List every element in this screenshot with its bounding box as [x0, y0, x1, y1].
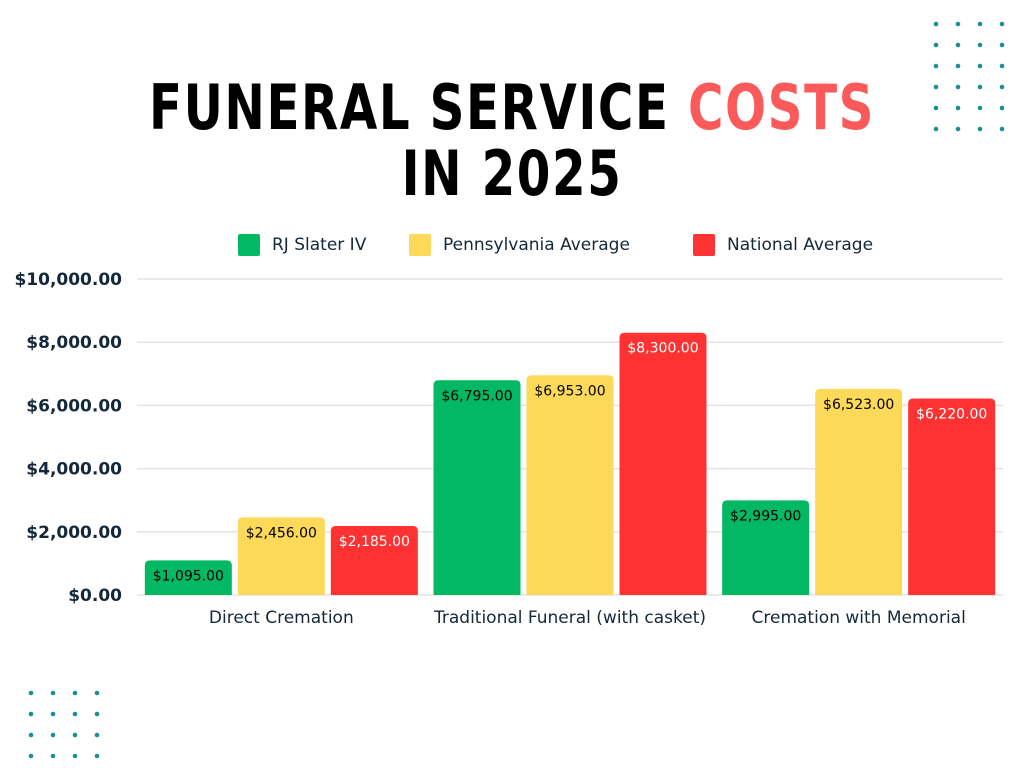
data-label: $1,095.00	[153, 568, 224, 584]
data-label: $2,456.00	[246, 525, 317, 541]
bar	[144, 560, 232, 595]
chart-title-line-1: FUNERAL SERVICE COSTS	[113, 74, 912, 142]
y-tick-label: $10,000.00	[14, 270, 122, 290]
data-label: $2,185.00	[339, 534, 410, 550]
legend-item-rj-slater: RJ Slater IV	[238, 234, 366, 256]
data-label: $6,953.00	[534, 383, 605, 399]
decorative-dot	[50, 753, 56, 759]
decorative-dot	[955, 42, 961, 48]
data-label: $6,795.00	[441, 388, 512, 404]
data-label: $2,995.00	[730, 508, 801, 524]
legend-swatch-pennsylvania-average	[409, 234, 431, 256]
decorative-dot	[94, 690, 100, 696]
decorative-dot	[933, 21, 939, 27]
bar	[237, 517, 325, 595]
y-tick-label: $8,000.00	[26, 333, 122, 353]
decorative-dot	[94, 753, 100, 759]
decorative-dot	[28, 711, 34, 717]
decorative-dot	[999, 21, 1005, 27]
decorative-dot	[977, 105, 983, 111]
decorative-dot	[977, 42, 983, 48]
decorative-dot	[977, 84, 983, 90]
decorative-dot	[72, 753, 78, 759]
x-tick-label: Direct Cremation	[209, 608, 354, 628]
decorative-dot	[72, 732, 78, 738]
decorative-dot	[999, 42, 1005, 48]
x-tick-label: Traditional Funeral (with casket)	[433, 608, 706, 628]
decorative-dot	[28, 690, 34, 696]
decorative-dot	[955, 21, 961, 27]
legend-label-national-average: National Average	[727, 235, 874, 255]
bar	[619, 332, 707, 595]
bar	[722, 500, 810, 595]
decorative-dot	[933, 105, 939, 111]
legend-label-rj-slater: RJ Slater IV	[272, 235, 367, 255]
decorative-dot	[955, 63, 961, 69]
legend-item-pennsylvania-average: Pennsylvania Average	[409, 234, 630, 256]
bar	[908, 398, 996, 595]
data-label: $6,220.00	[916, 406, 987, 422]
decorative-dot	[50, 711, 56, 717]
decorative-dot	[50, 732, 56, 738]
legend-item-national-average: National Average	[693, 234, 873, 256]
bar	[330, 525, 418, 595]
decorative-dot	[933, 126, 939, 132]
bar	[526, 375, 614, 595]
data-label: $8,300.00	[627, 341, 698, 357]
decorative-dot	[72, 690, 78, 696]
decorative-dot	[977, 21, 983, 27]
decorative-dot	[999, 126, 1005, 132]
decorative-dot	[977, 126, 983, 132]
y-tick-label: $0.00	[68, 586, 122, 606]
decorative-dot	[28, 732, 34, 738]
decorative-dot	[94, 711, 100, 717]
decorative-dot	[94, 732, 100, 738]
decorative-dot	[977, 63, 983, 69]
legend-swatch-national-average	[693, 234, 715, 256]
legend: RJ Slater IV Pennsylvania Average Nation…	[0, 234, 1024, 262]
decorative-dot	[933, 42, 939, 48]
decorative-dot	[72, 711, 78, 717]
decorative-dot	[933, 63, 939, 69]
title-accent: COSTS	[687, 71, 876, 144]
decorative-dot	[999, 105, 1005, 111]
chart-title-line-2: IN 2025	[401, 137, 623, 210]
y-tick-label: $6,000.00	[26, 396, 122, 416]
data-label: $6,523.00	[823, 397, 894, 413]
decorative-dot	[933, 84, 939, 90]
y-tick-label: $2,000.00	[26, 523, 122, 543]
decorative-dot	[999, 84, 1005, 90]
title-main: FUNERAL SERVICE	[148, 71, 688, 144]
decorative-dot	[999, 63, 1005, 69]
decorative-dot	[955, 126, 961, 132]
legend-swatch-rj-slater	[238, 234, 260, 256]
decorative-dot	[955, 84, 961, 90]
y-tick-label: $4,000.00	[26, 460, 122, 480]
bar	[433, 380, 521, 595]
bar	[815, 388, 903, 595]
decorative-dot	[955, 105, 961, 111]
decorative-dot	[50, 690, 56, 696]
x-tick-label: Cremation with Memorial	[752, 608, 966, 628]
legend-label-pennsylvania-average: Pennsylvania Average	[443, 235, 630, 255]
decorative-dot	[28, 753, 34, 759]
